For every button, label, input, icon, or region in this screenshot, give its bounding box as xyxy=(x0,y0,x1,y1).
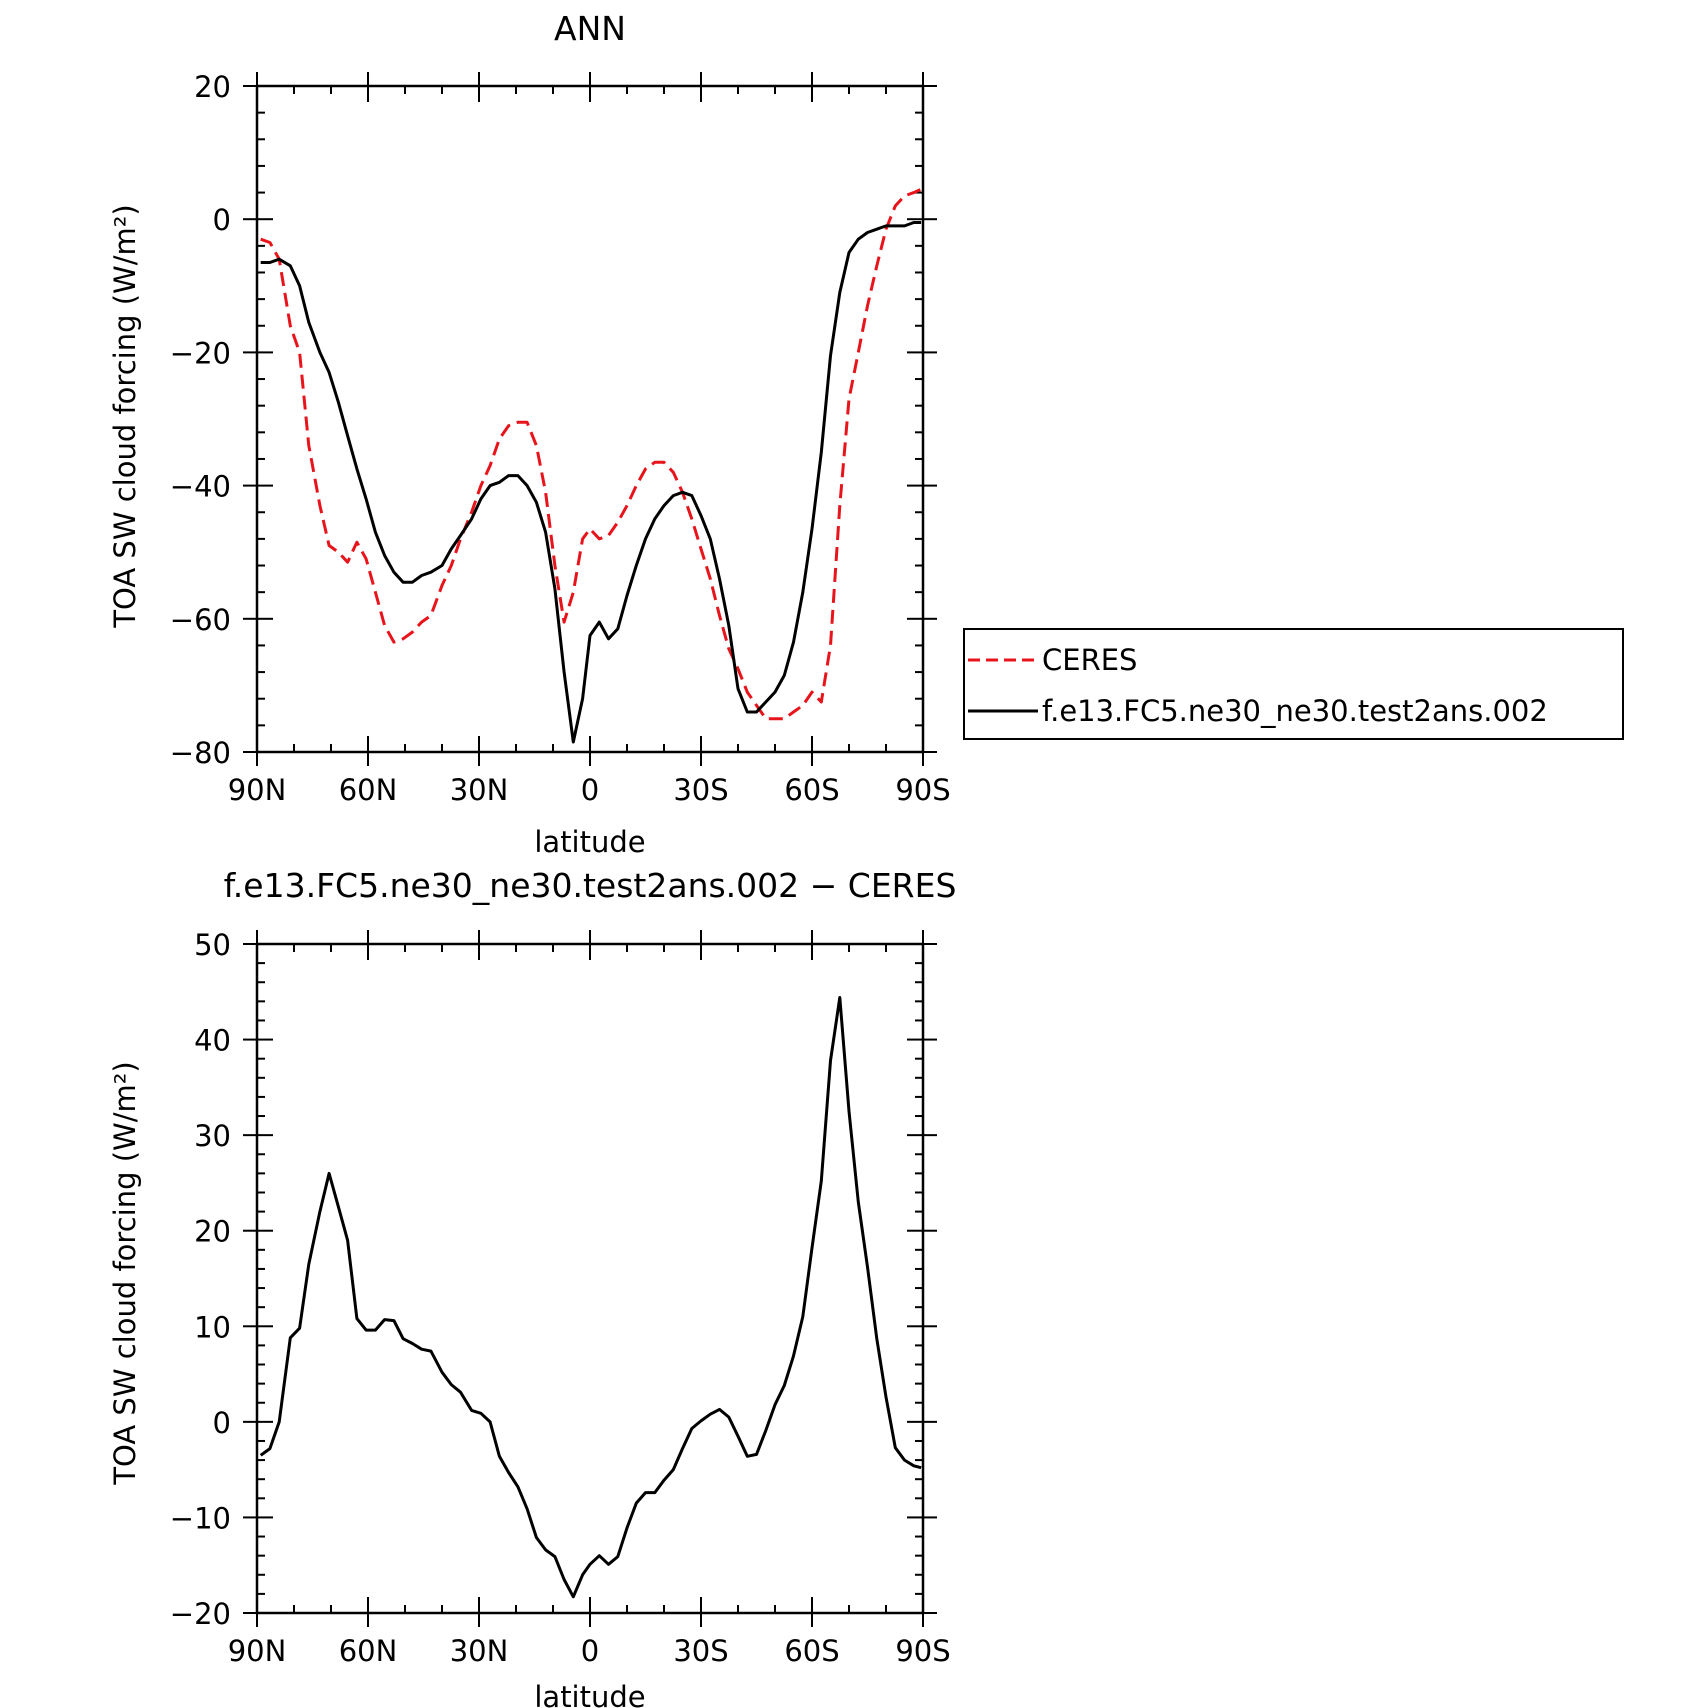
x-tick-label: 60S xyxy=(784,1634,839,1668)
chart-title: ANN xyxy=(554,9,626,48)
x-tick-label: 90S xyxy=(895,773,950,807)
y-tick-label: −20 xyxy=(170,336,231,370)
y-tick-label: 20 xyxy=(194,1215,231,1249)
y-axis-label: TOA SW cloud forcing (W/m²) xyxy=(108,204,142,628)
legend-label-model: f.e13.FC5.ne30_ne30.test2ans.002 xyxy=(1042,694,1548,728)
y-axis-label: TOA SW cloud forcing (W/m²) xyxy=(108,1061,142,1485)
x-tick-label: 60N xyxy=(339,773,398,807)
series-line-2 xyxy=(260,221,922,744)
plot-frame xyxy=(255,942,925,1615)
x-tick-label: 90S xyxy=(895,1634,950,1668)
x-axis-label: latitude xyxy=(534,1680,645,1708)
series-line-1 xyxy=(260,187,922,721)
y-tick-label: 30 xyxy=(194,1119,231,1153)
x-tick-label: 0 xyxy=(581,1634,599,1668)
y-tick-label: 20 xyxy=(194,70,231,104)
legend-label-ceres: CERES xyxy=(1042,643,1137,677)
chart-panel-annual: ANN 90N 60N 30N 0 30S 60S 90S 20 0 −20 −40 −60 −80 l… xyxy=(108,9,951,859)
x-tick-label: 30N xyxy=(450,773,509,807)
y-tick-label: −80 xyxy=(170,736,231,770)
x-tick-label: 30S xyxy=(673,1634,728,1668)
x-tick-label: 60N xyxy=(339,1634,398,1668)
y-tick-label: −40 xyxy=(170,470,231,504)
plot-area: 90N 60N 30N 0 30S 60S 90S 50 40 30 20 10 0 −10 −20 xyxy=(170,928,951,1668)
y-tick-label: 0 xyxy=(213,203,231,237)
y-tick-label: −10 xyxy=(170,1501,231,1535)
x-tick-label: 60S xyxy=(784,773,839,807)
y-tick-label: 50 xyxy=(194,928,231,962)
y-tick-label: −60 xyxy=(170,603,231,637)
x-axis-label: latitude xyxy=(534,825,645,859)
y-tick-label: 0 xyxy=(213,1406,231,1440)
y-tick-label: 40 xyxy=(194,1024,231,1058)
plot-area: 90N 60N 30N 0 30S 60S 90S 20 0 −20 −40 −60 −80 xyxy=(170,70,951,807)
y-tick-label: 10 xyxy=(194,1310,231,1344)
x-tick-label: 30S xyxy=(673,773,728,807)
series-line-1 xyxy=(259,996,922,1599)
chart-title: f.e13.FC5.ne30_ne30.test2ans.002 − CERES xyxy=(224,866,957,905)
x-tick-label: 0 xyxy=(581,773,599,807)
x-tick-label: 30N xyxy=(450,1634,509,1668)
legend: CERES f.e13.FC5.ne30_ne30.test2ans.002 xyxy=(963,628,1624,740)
x-tick-label: 90N xyxy=(228,1634,287,1668)
chart-panel-difference: f.e13.FC5.ne30_ne30.test2ans.002 − CERES… xyxy=(108,866,956,1708)
x-tick-label: 90N xyxy=(228,773,287,807)
y-tick-label: −20 xyxy=(170,1597,231,1631)
legend-box xyxy=(963,628,1624,740)
